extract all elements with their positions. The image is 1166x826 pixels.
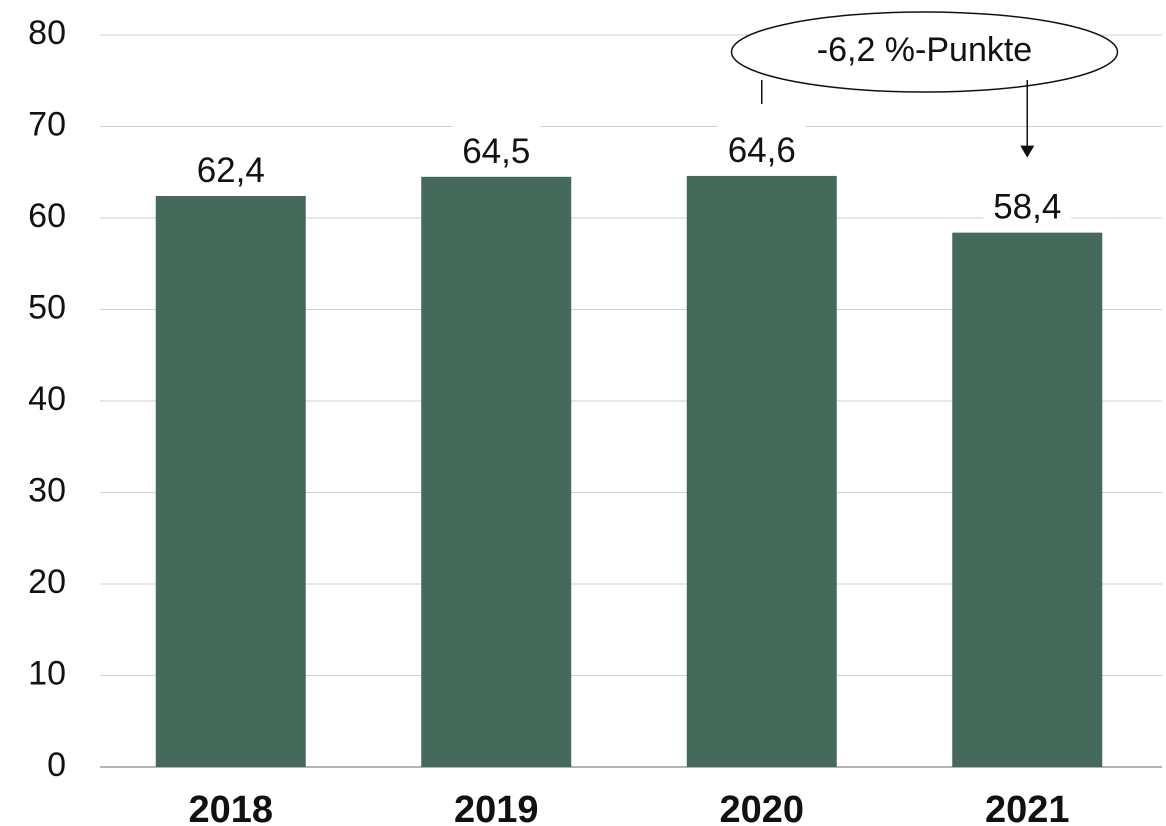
bar: [686, 175, 837, 767]
x-tick-label: 2018: [188, 789, 273, 826]
bar: [155, 196, 306, 768]
x-axis: 2018 2019 2020 2021: [188, 789, 1069, 826]
y-tick-label: 30: [28, 471, 66, 509]
data-label-background: [452, 125, 541, 168]
bar: [952, 232, 1103, 767]
annotation-arrowhead: [1020, 145, 1035, 158]
y-tick-label: 40: [28, 380, 66, 418]
annotation-text: -6,2 %-Punkte: [817, 31, 1032, 69]
y-tick-label: 20: [28, 563, 66, 601]
x-tick-label: 2019: [454, 789, 539, 826]
y-tick-label: 10: [28, 654, 66, 692]
data-label: 62,4: [197, 151, 265, 190]
y-tick-label: 60: [28, 197, 66, 235]
y-tick-label: 0: [47, 746, 66, 784]
y-tick-label: 80: [28, 14, 66, 52]
y-tick-label: 70: [28, 105, 66, 143]
bars: 62,4 64,5 64,6 58,4: [155, 124, 1103, 768]
x-tick-label: 2021: [985, 789, 1070, 826]
data-label: 64,5: [462, 132, 530, 171]
y-tick-label: 50: [28, 288, 66, 326]
data-label: 58,4: [993, 188, 1061, 227]
y-axis: 0 10 20 30 40 50 60 70 80: [28, 14, 66, 784]
annotation: -6,2 %-Punkte: [730, 11, 1119, 158]
x-tick-label: 2020: [719, 789, 804, 826]
data-label-background: [717, 124, 806, 167]
bar: [421, 176, 572, 767]
annotation-ellipse: [730, 11, 1119, 93]
data-label: 64,6: [728, 131, 796, 170]
data-label-background: [186, 145, 275, 188]
data-label-background: [983, 181, 1072, 224]
